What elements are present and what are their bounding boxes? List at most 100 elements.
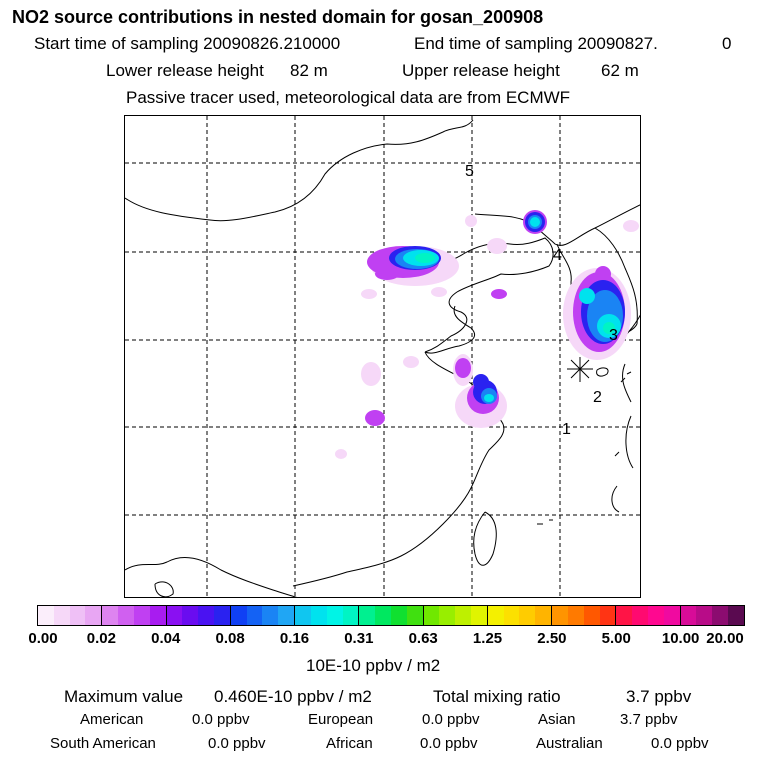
colorbar-tick-label: 1.25 (472, 630, 503, 647)
coastline-northeast (474, 204, 640, 246)
colorbar-cell (102, 606, 119, 625)
colorbar-tick-label: 20.00 (706, 630, 744, 647)
region-south-american-value: 0.0 ppbv (208, 735, 266, 752)
coastline-mongolia-border (125, 119, 474, 222)
concentration-field (335, 210, 639, 459)
colorbar-segment (679, 606, 744, 625)
colorbar-tick-label: 0.00 (28, 630, 58, 647)
receptor-star-icon (567, 357, 593, 382)
end-time-label: End time of sampling 20090827. (414, 34, 658, 53)
colorbar-cell (53, 606, 70, 625)
coastlines (125, 119, 640, 597)
upper-release-value: 62 m (601, 61, 639, 80)
colorbar-segment (38, 606, 102, 625)
lat-lon-grid (125, 116, 640, 597)
region-australian-value: 0.0 ppbv (651, 735, 709, 752)
tracer-note: Passive tracer used, meteorological data… (126, 88, 571, 107)
colorbar-cell (85, 606, 102, 625)
map-panel: 1 2 3 4 5 (124, 115, 641, 598)
colorbar-tick-label: 0.08 (215, 630, 245, 647)
upper-release-label: Upper release height (402, 61, 560, 80)
coastline-taiwan (473, 511, 497, 566)
total-mixing-label: Total mixing ratio (433, 687, 561, 706)
colorbar-segment (422, 606, 487, 625)
island-jeju (596, 367, 609, 377)
colorbar-segment (165, 606, 230, 625)
colorbar-cell (118, 606, 134, 625)
colorbar-cell (471, 606, 487, 625)
colorbar-cell (230, 606, 247, 625)
max-value: 0.460E-10 ppbv / m2 (214, 687, 372, 706)
end-time-value: 0 (722, 34, 732, 53)
colorbar-tick-label: 10.00 (661, 630, 700, 647)
colorbar-cell (262, 606, 279, 625)
coastline-shandong (424, 305, 475, 354)
colorbar-segment (551, 606, 616, 625)
site-label-1: 1 (562, 421, 571, 438)
colorbar-tick-label: 0.31 (344, 630, 374, 647)
site-label-4: 4 (553, 247, 562, 264)
colorbar-tick-label: 0.63 (408, 630, 438, 647)
map-title: NO2 source contributions in nested domai… (12, 7, 544, 27)
colorbar-tick-label: 0.04 (151, 630, 181, 647)
colorbar-tick-label: 0.02 (86, 630, 116, 647)
start-time-label: Start time of sampling 20090826.210000 (34, 34, 341, 53)
colorbar-cell (198, 606, 214, 625)
island-chain (537, 371, 632, 525)
coastline-hainan (154, 581, 174, 597)
region-asian-label: Asian (538, 711, 576, 728)
colorbar-cell (149, 606, 166, 625)
lower-release-label: Lower release height (106, 61, 264, 80)
colorbar-cell (310, 606, 327, 625)
colorbar-segment (615, 606, 680, 625)
colorbar-cell (439, 606, 456, 625)
colorbar-cell (663, 606, 680, 625)
colorbar-cell (390, 606, 407, 625)
max-value-label: Maximum value (64, 687, 184, 706)
colorbar-cell (567, 606, 584, 625)
colorbar-cell (69, 606, 86, 625)
colorbar-cell (213, 606, 230, 625)
colorbar-cell (616, 606, 633, 625)
colorbar-cell (246, 606, 263, 625)
region-south-american-label: South American (50, 735, 156, 752)
colorbar-cell (406, 606, 423, 625)
colorbar-cell (535, 606, 552, 625)
region-australian-label: Australian (536, 735, 603, 752)
colorbar-tick-label: 2.50 (537, 630, 567, 647)
colorbar-cell (599, 606, 616, 625)
colorbar-segment (101, 606, 166, 625)
colorbar-segment (294, 606, 359, 625)
colorbar-cell (182, 606, 199, 625)
region-african-value: 0.0 ppbv (420, 735, 478, 752)
colorbar-unit: 10E-10 ppbv / m2 (306, 656, 441, 675)
site-label-5: 5 (465, 163, 474, 180)
colorbar-cell (632, 606, 649, 625)
colorbar (37, 605, 745, 626)
colorbar-cell (295, 606, 311, 625)
site-label-2: 2 (593, 389, 602, 406)
colorbar-cell (278, 606, 295, 625)
region-american-value: 0.0 ppbv (192, 711, 250, 728)
region-european-label: European (308, 711, 374, 728)
coastline-south-china (125, 557, 297, 597)
region-african-label: African (326, 735, 373, 752)
colorbar-cell (375, 606, 391, 625)
coastline-bohai (379, 237, 554, 353)
coastline-korea-east (594, 227, 638, 325)
colorbar-cell (455, 606, 472, 625)
colorbar-segment (229, 606, 295, 625)
colorbar-cell (342, 606, 359, 625)
site-label-3: 3 (609, 327, 618, 344)
colorbar-cell (133, 606, 150, 625)
colorbar-cell (552, 606, 568, 625)
colorbar-cell (583, 606, 600, 625)
region-american-label: American (80, 711, 144, 728)
map-canvas: 1 2 3 4 5 (125, 116, 640, 597)
colorbar-tick-label: 5.00 (601, 630, 631, 647)
colorbar-cell (503, 606, 520, 625)
colorbar-cell (680, 606, 697, 625)
colorbar-cell (423, 606, 440, 625)
lower-release-value: 82 m (290, 61, 328, 80)
colorbar-cell (359, 606, 376, 625)
